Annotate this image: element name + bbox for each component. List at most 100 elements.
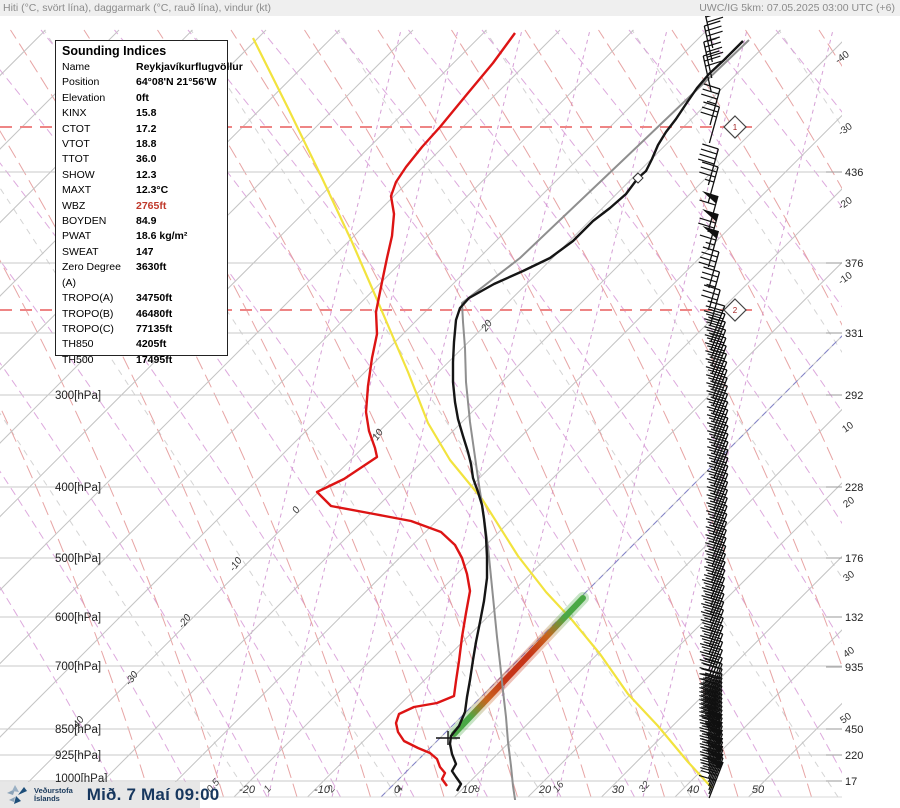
- pressure-axis-label: 400[hPa]: [55, 482, 101, 494]
- isotherm-edge-label: -20: [836, 195, 855, 213]
- adiabat-label: 0: [290, 504, 302, 515]
- indices-row-label: SWEAT: [62, 245, 99, 258]
- indices-row-value: 12.3°C: [136, 184, 169, 197]
- indices-row-label: TH850: [62, 338, 94, 351]
- indices-row: Elevation 0ft: [62, 91, 227, 106]
- shear-gradient-segment: [448, 592, 589, 740]
- indices-row-label: KINX: [62, 107, 87, 120]
- indices-row-label: Elevation: [62, 91, 106, 104]
- sounding-indices-panel: Sounding Indices Name Reykjavíkurflugvöll…: [55, 40, 243, 366]
- valid-time-label: Mið. 7 Maí 09:00: [86, 785, 220, 804]
- indices-row-label: TH500: [62, 353, 94, 366]
- temperature-axis-label: 20: [538, 784, 552, 796]
- indices-row: SHOW 12.3: [62, 168, 227, 183]
- indices-row-value: 17.2: [136, 122, 157, 135]
- adiabat-label: -20: [176, 612, 194, 631]
- pressure-axis-label: 925[hPa]: [55, 750, 101, 762]
- pressure-axis-label: 600[hPa]: [55, 612, 101, 624]
- indices-row-value: 12.3: [136, 168, 157, 181]
- temperature-axis-label: 40: [687, 784, 700, 796]
- indices-row: Position 64°08'N 21°56'W: [62, 75, 227, 90]
- height-axis-label: 220: [845, 750, 863, 762]
- indices-row-label: TROPO(A): [62, 292, 114, 305]
- logo-line1: Veðurstofa: [34, 786, 73, 795]
- plot-area: 12: [0, 14, 842, 800]
- indices-row-value: 4205ft: [136, 338, 167, 351]
- temperature-curve: [448, 40, 744, 792]
- indices-row: Name Reykjavíkurflugvöllur: [62, 60, 243, 75]
- indices-row-label: VTOT: [62, 138, 90, 151]
- logo-line2: Íslands: [34, 794, 60, 803]
- svg-text:2: 2: [733, 306, 738, 315]
- height-axis-label: 132: [845, 612, 863, 624]
- indices-row-value: 15.8: [136, 107, 157, 120]
- pressure-axis-label: 700[hPa]: [55, 661, 101, 673]
- indices-row: CTOT 17.2: [62, 122, 227, 137]
- indices-row: VTOT 18.8: [62, 137, 227, 152]
- indices-row-value: 147: [136, 245, 154, 258]
- indices-row-value: 64°08'N 21°56'W: [136, 76, 217, 89]
- mixing-ratio-label: 8: [471, 783, 483, 795]
- isotherm-edge-label: 30: [841, 569, 857, 585]
- indices-row-value: 18.6 kg/m²: [136, 230, 188, 243]
- indices-row-value: 46480ft: [136, 307, 173, 320]
- indices-row: WBZ 2765ft: [62, 199, 227, 214]
- isotherm-edge-label: 40: [841, 645, 857, 661]
- dewpoint-curve: [315, 32, 516, 787]
- indices-row: TROPO(B) 46480ft: [62, 307, 227, 322]
- indices-row-label: MAXT: [62, 184, 92, 197]
- temperature-axis-label: 30: [612, 784, 625, 796]
- indices-row-value: 84.9: [136, 215, 157, 228]
- pressure-axis-label: 500[hPa]: [55, 553, 101, 565]
- header-bar: Hiti (°C, svört lína), daggarmark (°C, r…: [0, 0, 900, 16]
- svg-text:1: 1: [733, 123, 738, 132]
- indices-row: MAXT 12.3°C: [62, 183, 227, 198]
- pressure-axis-label: 300[hPa]: [55, 390, 101, 402]
- model-run-text: UWC/IG 5km: 07.05.2025 03:00 UTC (+6): [699, 2, 895, 14]
- temperature-axis-label: 50: [752, 784, 765, 796]
- indices-row: TH850 4205ft: [62, 337, 227, 352]
- indices-row-value: 17495ft: [136, 353, 173, 366]
- indices-row-value: 0ft: [136, 91, 149, 104]
- indices-row: PWAT 18.6 kg/m²: [62, 229, 227, 244]
- indices-row-label: TROPO(C): [62, 322, 114, 335]
- curve-level-marker: [632, 172, 644, 184]
- height-axis-label: 331: [845, 328, 863, 340]
- indices-row-value: 18.8: [136, 138, 157, 151]
- bottom-bar: Veðurstofa Íslands Mið. 7 Maí 09:00: [0, 782, 219, 808]
- indices-row-label: Zero Degree (A): [62, 261, 121, 289]
- isotherm-edge-label: -30: [836, 121, 855, 139]
- indices-rows: Name Reykjavíkurflugvöllur Position 64°08'N…: [62, 60, 243, 368]
- height-axis-label: 176: [845, 553, 863, 565]
- indices-row-label: TROPO(B): [62, 307, 114, 320]
- indices-row: TROPO(A) 34750ft: [62, 291, 227, 306]
- indices-row: BOYDEN 84.9: [62, 214, 227, 229]
- indices-row-label: SHOW: [62, 168, 95, 181]
- chart-legend-text: Hiti (°C, svört lína), daggarmark (°C, r…: [3, 2, 272, 14]
- indices-row: SWEAT 147: [62, 245, 227, 260]
- zero-degree-isotherm: [380, 335, 842, 798]
- height-axis-label: 436: [845, 167, 863, 179]
- mixing-ratio-label: 1: [262, 784, 274, 795]
- vedurstofa-logo: Veðurstofa Íslands: [5, 783, 73, 807]
- lcl-cross-marker: [436, 731, 460, 745]
- temperature-axis-label: -20: [239, 784, 256, 796]
- indices-row-label: Position: [62, 76, 100, 89]
- isotherm-edge-label: -10: [836, 270, 855, 288]
- indices-row-value: 34750ft: [136, 292, 173, 305]
- gray-dashed-grid: [0, 29, 842, 798]
- temperature-axis-label: 0: [394, 784, 401, 796]
- height-axis-label: 376: [845, 258, 863, 270]
- isotherm-edge-label: -40: [833, 49, 852, 67]
- indices-row-label: PWAT: [62, 230, 92, 243]
- yellow-line: [252, 37, 713, 789]
- height-axis-label: 450: [845, 724, 863, 736]
- mixing-ratio-label: 4: [394, 783, 406, 795]
- temperature-axis-label: -10: [314, 784, 331, 796]
- mixing-ratio-grid: [210, 29, 834, 798]
- wind-barb-column: [698, 14, 729, 799]
- tropopause-diamond-icon: [723, 115, 747, 139]
- indices-row-value: 77135ft: [136, 322, 173, 335]
